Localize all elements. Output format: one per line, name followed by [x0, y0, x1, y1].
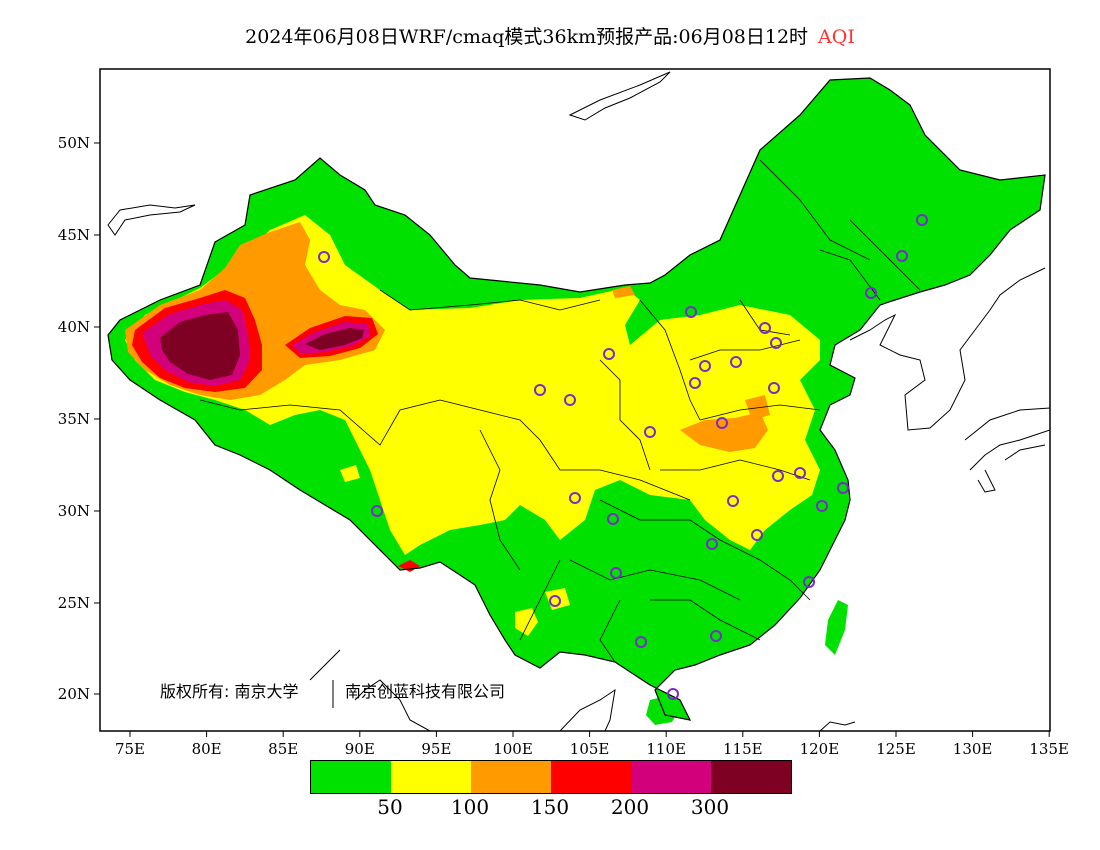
provincial-borders [199, 159, 921, 663]
y-axis: 50N 45N 40N 35N 30N 25N 20N [58, 134, 100, 703]
station-marker [685, 306, 697, 318]
station-marker [896, 250, 908, 262]
station-marker [318, 251, 330, 263]
station-marker [706, 538, 718, 550]
x-axis: 75E 80E 85E 90E 95E 100E 105E 110E 115E 120E 125E 1… [115, 731, 1069, 758]
station-marker [644, 426, 656, 438]
station-marker [667, 688, 679, 700]
station-marker [607, 513, 619, 525]
x-tick-label: 85E [268, 740, 298, 758]
title-variable: AQI [818, 26, 855, 48]
title-valid-time: 06月08日12时 [678, 26, 809, 48]
station-marker [727, 495, 739, 507]
x-tick-label: 135E [1029, 740, 1069, 758]
x-tick-label: 105E [570, 740, 610, 758]
station-marker [716, 417, 728, 429]
x-tick-label: 120E [800, 740, 840, 758]
copyright-text-2: 南京创蓝科技有限公司 [345, 682, 505, 701]
station-marker [569, 492, 581, 504]
y-tick-label: 30N [58, 502, 90, 520]
y-tick-label: 20N [58, 685, 90, 703]
station-marker [635, 636, 647, 648]
legend-swatch [391, 761, 471, 793]
x-tick-label: 100E [493, 740, 533, 758]
station-marker [803, 576, 815, 588]
station-markers [318, 214, 928, 700]
x-tick-label: 115E [723, 740, 763, 758]
station-marker [730, 356, 742, 368]
hainan-island [646, 695, 682, 725]
station-marker [371, 505, 383, 517]
legend-label: 150 [530, 795, 570, 819]
taiwan-island [825, 600, 848, 655]
station-marker [794, 467, 806, 479]
map-frame [99, 68, 1051, 732]
y-tick-label: 40N [58, 318, 90, 336]
station-marker [549, 595, 561, 607]
y-tick-label: 35N [58, 410, 90, 428]
station-marker [710, 630, 722, 642]
region-moderate-sw [340, 465, 360, 482]
x-tick-label: 90E [345, 740, 375, 758]
station-marker [916, 214, 928, 226]
region-usg-central [680, 412, 768, 452]
legend-label: 300 [690, 795, 730, 819]
legend-label: 100 [450, 795, 490, 819]
station-marker [816, 500, 828, 512]
x-tick-label: 80E [192, 740, 222, 758]
station-marker [564, 394, 576, 406]
title-date-model: 2024年06月08日WRF/cmaq模式36km预报产品: [245, 26, 679, 48]
x-tick-label: 95E [421, 740, 451, 758]
x-tick-label: 125E [876, 740, 916, 758]
x-tick-label: 75E [115, 740, 145, 758]
station-marker [699, 360, 711, 372]
copyright-text-1: 版权所有: 南京大学 [160, 682, 298, 701]
legend-swatch [471, 761, 551, 793]
station-marker [772, 470, 784, 482]
national-border [107, 77, 1046, 721]
map-area: 版权所有: 南京大学 南京创蓝科技有限公司 [107, 71, 1050, 731]
station-marker [689, 377, 701, 389]
coastlines [107, 71, 1050, 731]
region-usg-north [612, 286, 635, 298]
y-tick-label: 45N [58, 226, 90, 244]
station-marker [865, 287, 877, 299]
aqi-legend [310, 760, 792, 794]
legend-swatch [711, 761, 791, 793]
y-tick-label: 50N [58, 134, 90, 152]
x-tick-label: 130E [953, 740, 993, 758]
y-tick-label: 25N [58, 594, 90, 612]
station-marker [768, 382, 780, 394]
station-marker [837, 482, 849, 494]
legend-swatch [311, 761, 391, 793]
station-marker [751, 529, 763, 541]
station-marker [534, 384, 546, 396]
legend-swatch [551, 761, 631, 793]
x-tick-label: 110E [646, 740, 686, 758]
station-marker [770, 337, 782, 349]
legend-label: 50 [377, 795, 403, 819]
station-marker [610, 567, 622, 579]
region-hazardous-east [305, 328, 364, 350]
station-marker [603, 348, 615, 360]
map-title: 2024年06月08日WRF/cmaq模式36km预报产品:06月08日12时 A… [0, 22, 1100, 49]
legend-label: 200 [610, 795, 650, 819]
station-marker [759, 322, 771, 334]
region-hazardous [160, 312, 240, 380]
legend-swatch [631, 761, 711, 793]
